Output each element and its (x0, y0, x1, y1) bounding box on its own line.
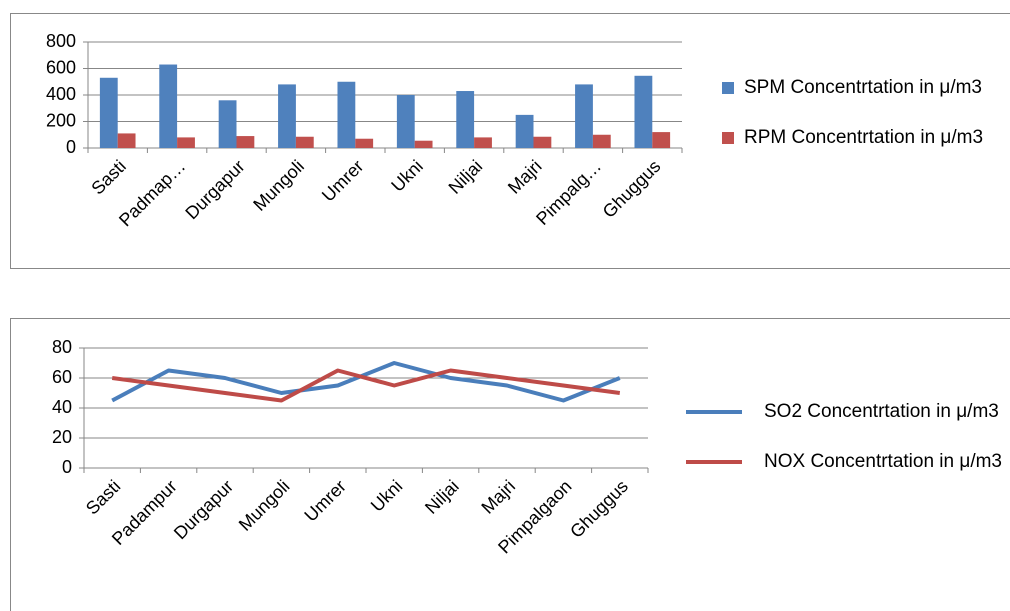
bar (236, 136, 255, 148)
bar (396, 95, 415, 148)
x-tick-label: Mungoli (249, 156, 308, 215)
bar (177, 137, 195, 148)
bar (575, 84, 593, 148)
x-tick-label: Ukni (387, 156, 427, 196)
legend: SO2 Concentrtation in μ/m3 NOX Concentrta… (686, 396, 1007, 496)
bar (533, 136, 552, 148)
y-tick-label: 0 (66, 137, 76, 157)
line (111, 361, 621, 403)
x-tick-label: Ghuggus (599, 156, 665, 222)
bar (474, 137, 492, 148)
bar (337, 81, 356, 148)
bar (634, 75, 653, 148)
x-tick-label: Majri (504, 156, 546, 198)
x-tick-label: Ghuggus (566, 476, 632, 542)
legend-label: NOX Concentrtation in μ/m3 (764, 451, 1002, 472)
bar (515, 114, 534, 148)
y-tick-label: 80 (52, 337, 72, 357)
x-tick-label: Umrer (300, 476, 349, 525)
legend-item: SPM Concentrtation in μ/m3 (722, 72, 997, 104)
bar (278, 84, 296, 148)
y-tick-label: 800 (46, 31, 76, 51)
legend-key (722, 82, 734, 94)
bar (355, 138, 374, 148)
x-tick-label: Sasti (87, 156, 129, 198)
x-tick-label: Mungoli (235, 476, 294, 535)
legend-item: RPM Concentrtation in μ/m3 (722, 122, 997, 154)
x-tick-label: Sasti (82, 476, 124, 518)
legend-label: RPM Concentrtation in μ/m3 (744, 127, 984, 148)
y-tick-label: 0 (62, 457, 72, 477)
bar (456, 91, 475, 148)
legend-item: NOX Concentrtation in μ/m3 (686, 446, 1007, 478)
line (111, 368, 621, 403)
legend-key (686, 460, 742, 464)
bar (218, 100, 237, 148)
legend-item: SO2 Concentrtation in μ/m3 (686, 396, 1007, 428)
legend-label: SO2 Concentrtation in μ/m3 (764, 401, 999, 422)
x-tick-label: Majri (477, 476, 519, 518)
y-tick-label: 20 (52, 427, 72, 447)
bar (652, 132, 671, 148)
chart-frame (10, 318, 1010, 611)
legend-key (722, 132, 734, 144)
bar (414, 140, 433, 148)
legend: SPM Concentrtation in μ/m3 RPM Concentrta… (722, 72, 997, 172)
x-tick-label: Ukni (367, 476, 407, 516)
y-tick-label: 400 (46, 84, 76, 104)
chart-frame (10, 13, 1010, 269)
x-tick-label: Durgapur (181, 156, 248, 223)
x-tick-label: Durgapur (170, 476, 237, 543)
x-tick-label: Niljai (445, 156, 487, 198)
y-tick-label: 60 (52, 367, 72, 387)
y-tick-label: 600 (46, 57, 76, 77)
bar (117, 133, 136, 148)
x-tick-label: Pimpalg… (532, 156, 605, 229)
x-tick-label: Niljai (421, 476, 463, 518)
bar (99, 77, 118, 148)
y-tick-label: 40 (52, 397, 72, 417)
x-tick-label: Umrer (318, 156, 367, 205)
y-tick-label: 200 (46, 110, 76, 130)
bar (159, 64, 178, 148)
bar (295, 136, 314, 148)
bar (592, 134, 611, 148)
legend-label: SPM Concentrtation in μ/m3 (744, 77, 982, 98)
legend-key (686, 410, 742, 414)
